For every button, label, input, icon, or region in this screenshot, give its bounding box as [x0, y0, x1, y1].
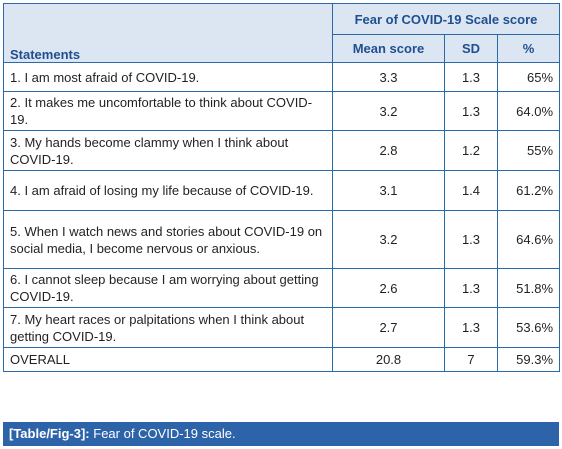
table-row: 6. I cannot sleep because I am worrying …: [3, 268, 561, 308]
caption-text: Fear of COVID-19 scale.: [93, 426, 236, 441]
caption-label: [Table/Fig-3]:: [9, 426, 90, 441]
statement-cell: 6. I cannot sleep because I am worrying …: [3, 268, 333, 308]
overall-label-cell: OVERALL: [3, 347, 333, 372]
statement-cell: 7. My heart races or palpitations when I…: [3, 307, 333, 348]
mean-cell: 3.3: [332, 62, 445, 92]
mean-score-column-header: Mean score: [332, 34, 445, 63]
overall-mean-cell: 20.8: [332, 347, 445, 372]
sd-cell: 1.4: [444, 170, 498, 211]
mean-cell: 2.6: [332, 268, 445, 308]
table-row: 5. When I watch news and stories about C…: [3, 210, 561, 269]
table-row: 2. It makes me uncomfortable to think ab…: [3, 91, 561, 131]
table-caption: [Table/Fig-3]: Fear of COVID-19 scale.: [3, 422, 559, 446]
statement-cell: 2. It makes me uncomfortable to think ab…: [3, 91, 333, 131]
sd-cell: 1.2: [444, 130, 498, 171]
statement-cell: 1. I am most afraid of COVID-19.: [3, 62, 333, 92]
scale-score-group-header: Fear of COVID-19 Scale score: [331, 3, 561, 35]
sd-cell: 1.3: [444, 62, 498, 92]
percent-cell: 65%: [496, 62, 561, 92]
mean-cell: 3.2: [332, 210, 445, 269]
percent-cell: 64.0%: [496, 91, 561, 131]
sd-cell: 1.3: [444, 307, 498, 348]
table-header-row: Statements Fear of COVID-19 Scale score: [3, 3, 561, 63]
sd-column-header: SD: [444, 34, 498, 63]
statement-cell: 5. When I watch news and stories about C…: [3, 210, 333, 269]
percent-cell: 51.8%: [496, 268, 561, 308]
sd-cell: 1.3: [444, 210, 498, 269]
overall-sd-cell: 7: [444, 347, 498, 372]
table-row: 1. I am most afraid of COVID-19. 3.3 1.3…: [3, 62, 561, 92]
percent-cell: 64.6%: [496, 210, 561, 269]
sd-cell: 1.3: [444, 91, 498, 131]
table-row: 7. My heart races or palpitations when I…: [3, 307, 561, 348]
overall-row: OVERALL 20.8 7 59.3%: [3, 347, 561, 372]
percent-cell: 53.6%: [496, 307, 561, 348]
percent-cell: 61.2%: [496, 170, 561, 211]
overall-percent-cell: 59.3%: [496, 347, 561, 372]
statement-cell: 4. I am afraid of losing my life because…: [3, 170, 333, 211]
table-row: 3. My hands become clammy when I think a…: [3, 130, 561, 171]
statements-column-header: Statements: [3, 3, 333, 63]
sd-cell: 1.3: [444, 268, 498, 308]
fear-of-covid-table: Statements Fear of COVID-19 Scale score …: [3, 3, 561, 372]
statement-cell: 3. My hands become clammy when I think a…: [3, 130, 333, 171]
percent-cell: 55%: [496, 130, 561, 171]
mean-cell: 3.1: [332, 170, 445, 211]
mean-cell: 2.7: [332, 307, 445, 348]
mean-cell: 3.2: [332, 91, 445, 131]
percent-column-header: %: [496, 34, 561, 63]
mean-cell: 2.8: [332, 130, 445, 171]
table-subheader-row: Mean score SD %: [4, 34, 561, 63]
table-row: 4. I am afraid of losing my life because…: [3, 170, 561, 211]
